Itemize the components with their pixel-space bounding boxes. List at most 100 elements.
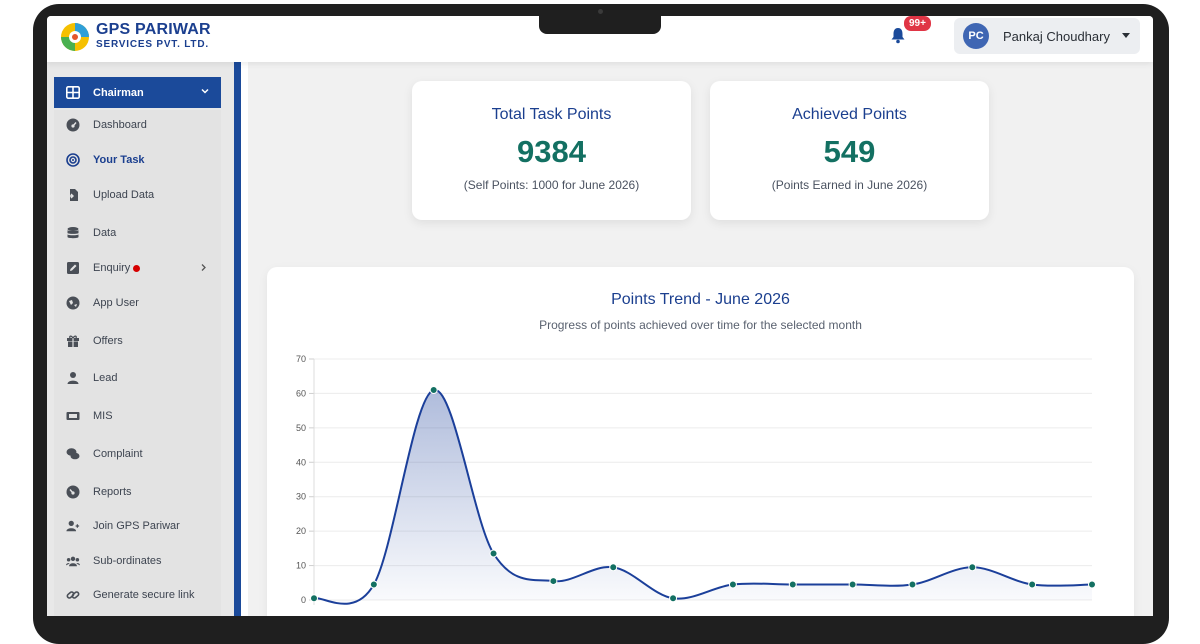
- sidebar-item-mis[interactable]: MIS: [54, 401, 221, 431]
- series-area: [314, 389, 1092, 604]
- series-line: [313, 388, 1093, 605]
- sidebar-item-label: Enquiry: [93, 262, 131, 274]
- new-enquiry-dot: [133, 264, 141, 272]
- sidebar-item-your-task[interactable]: Your Task: [54, 145, 221, 175]
- sidebar-item-label: Your Task: [93, 154, 145, 166]
- sidebar-item-label: Generate secure link: [93, 589, 195, 601]
- user-menu-button[interactable]: PC Pankaj Choudhary: [954, 18, 1140, 54]
- data-point[interactable]: [908, 580, 917, 589]
- gift-icon: [67, 335, 79, 347]
- sidebar-item-enquiry[interactable]: Enquiry: [54, 253, 221, 283]
- achieved-points-card: Achieved Points 549 (Points Earned in Ju…: [710, 81, 989, 220]
- link-icon: [66, 591, 80, 599]
- globe-icon: [66, 296, 80, 310]
- card-title: Total Task Points: [491, 106, 612, 123]
- top-navbar: GPS PARIWAR SERVICES PVT. LTD. 99+ PC Pa…: [47, 16, 1153, 62]
- points-trend-chart-card: Points Trend - June 2026 Progress of poi…: [267, 267, 1134, 616]
- data-point[interactable]: [489, 549, 498, 558]
- sidebar-item-label: Join GPS Pariwar: [93, 520, 180, 532]
- dashboard-icon: [66, 118, 80, 132]
- database-icon: [67, 227, 79, 239]
- total-task-points-card: Total Task Points 9384 (Self Points: 100…: [412, 81, 691, 220]
- card-subtitle: (Points Earned in June 2026): [771, 178, 928, 192]
- sidebar-item-complaint[interactable]: Complaint: [54, 439, 221, 469]
- sidebar-item-dashboard[interactable]: Dashboard: [54, 110, 221, 140]
- app-screen: GPS PARIWAR SERVICES PVT. LTD. 99+ PC Pa…: [47, 16, 1153, 616]
- users-icon: [66, 556, 80, 567]
- card-value: 549: [823, 134, 876, 169]
- y-tick-label: 40: [296, 457, 306, 467]
- sidebar-item-lead[interactable]: Lead: [54, 363, 221, 393]
- sidebar-item-app-user[interactable]: App User: [54, 288, 221, 318]
- chart-title: Points Trend - June 2026: [611, 291, 790, 308]
- sidebar-item-label: MIS: [93, 410, 113, 422]
- sidebar-item-label: App User: [93, 297, 139, 309]
- data-point[interactable]: [848, 580, 857, 589]
- sidebar-role-label: Chairman: [93, 86, 144, 99]
- brand-logo[interactable]: GPS PARIWAR SERVICES PVT. LTD.: [59, 19, 211, 53]
- notification-badge: 99+: [904, 16, 931, 31]
- y-tick-label: 30: [296, 492, 306, 502]
- data-point[interactable]: [1088, 580, 1096, 589]
- data-point[interactable]: [609, 563, 618, 572]
- sidebar-item-data[interactable]: Data: [54, 218, 221, 248]
- user-name: Pankaj Choudhary: [1003, 28, 1110, 44]
- main-content: Total Task Points 9384 (Self Points: 100…: [248, 62, 1153, 616]
- data-point[interactable]: [310, 594, 318, 603]
- y-tick-label: 20: [296, 526, 306, 536]
- sidebar-item-label: Reports: [93, 486, 132, 498]
- sidebar-menu: Dashboard Your Task Upload Data Data Enq…: [54, 110, 221, 616]
- sidebar-item-join-gps-pariwar[interactable]: Join GPS Pariwar: [54, 511, 221, 541]
- sidebar-item-sub-ordinates[interactable]: Sub-ordinates: [54, 546, 221, 576]
- data-point[interactable]: [788, 580, 797, 589]
- sidebar-item-label: Lead: [93, 372, 118, 384]
- camera-dot: [598, 9, 603, 14]
- sidebar-item-label: Upload Data: [93, 189, 155, 201]
- chart-subtitle: Progress of points achieved over time fo…: [539, 318, 862, 332]
- chevron-down-icon: [201, 88, 209, 94]
- sidebar-item-offers[interactable]: Offers: [54, 326, 221, 356]
- grid-icon: [66, 86, 80, 99]
- data-point[interactable]: [429, 385, 438, 394]
- file-import-icon: [67, 189, 78, 201]
- edit-square-icon: [67, 262, 79, 274]
- logo-emblem-icon: [61, 23, 89, 51]
- comments-icon: [66, 448, 80, 460]
- sidebar-item-label: Sub-ordinates: [93, 555, 162, 567]
- data-point[interactable]: [369, 580, 378, 589]
- mis-icon: [66, 412, 80, 420]
- data-point[interactable]: [549, 577, 558, 586]
- sidebar-item-reports[interactable]: Reports: [54, 477, 221, 507]
- avatar: PC: [963, 23, 989, 49]
- logo-subtitle: SERVICES PVT. LTD.: [96, 39, 209, 50]
- chevron-right-icon: [201, 264, 206, 271]
- data-point[interactable]: [1028, 580, 1037, 589]
- sidebar-role-toggle[interactable]: Chairman: [54, 77, 221, 108]
- y-tick-label: 10: [296, 561, 306, 571]
- data-point[interactable]: [669, 594, 678, 603]
- card-title: Achieved Points: [792, 106, 907, 123]
- bell-icon[interactable]: [889, 26, 907, 44]
- data-point[interactable]: [728, 580, 737, 589]
- sidebar-item-generate-secure-link[interactable]: Generate secure link: [54, 580, 221, 610]
- y-tick-label: 0: [301, 595, 306, 605]
- sidebar-item-label: Complaint: [93, 448, 143, 460]
- reports-icon: [66, 485, 80, 499]
- sidebar-item-label: Dashboard: [93, 119, 147, 131]
- data-point[interactable]: [968, 563, 977, 572]
- user-plus-icon: [66, 520, 80, 532]
- target-icon: [66, 153, 80, 167]
- sidebar-item-label: Offers: [93, 335, 123, 347]
- sidebar-item-label: Data: [93, 227, 117, 239]
- points-trend-chart: 0 10 20 30 40 50 60 70: [296, 354, 1096, 605]
- user-icon: [67, 372, 79, 384]
- caret-down-icon: [1122, 33, 1130, 38]
- y-tick-label: 50: [296, 423, 306, 433]
- y-tick-label: 60: [296, 388, 306, 398]
- sidebar-item-upload-data[interactable]: Upload Data: [54, 180, 221, 210]
- card-value: 9384: [517, 134, 586, 169]
- logo-title: GPS PARIWAR: [96, 21, 211, 38]
- sidebar: Chairman Dashboard Your Task Upload Data…: [47, 62, 241, 616]
- card-subtitle: (Self Points: 1000 for June 2026): [463, 178, 640, 192]
- y-tick-label: 70: [296, 354, 306, 364]
